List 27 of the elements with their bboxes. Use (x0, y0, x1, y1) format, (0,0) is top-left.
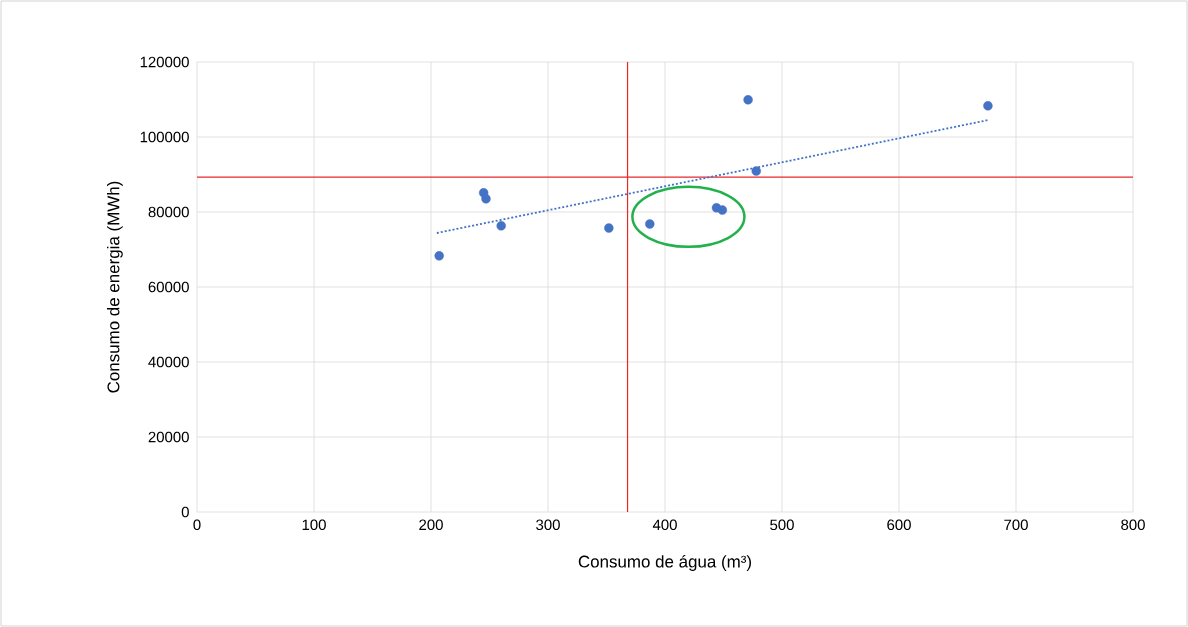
point (983, 101, 993, 111)
x-tick-label: 100 (302, 519, 326, 531)
point (496, 221, 506, 231)
x-tick-label: 300 (536, 519, 560, 531)
x-tick-label: 400 (652, 519, 677, 531)
point (645, 219, 655, 229)
x-axis-title: Consumo de água (m³) (578, 554, 751, 571)
x-tick-label: 700 (1004, 519, 1028, 531)
y-tick-label: 60000 (148, 281, 189, 293)
point (434, 251, 444, 261)
x-tick-label: 500 (770, 519, 794, 531)
y-tick-label: 80000 (148, 206, 189, 218)
x-tick-label: 200 (419, 519, 443, 531)
x-tick-label: 0 (193, 519, 201, 531)
x-tick-label: 800 (1121, 519, 1145, 531)
y-axis-title: Consumo de energia (MWh) (106, 181, 123, 393)
y-tick-label: 20000 (148, 431, 189, 443)
point (481, 194, 491, 204)
point (717, 205, 728, 215)
y-tick-label: 120000 (140, 56, 189, 68)
y-tick-label: 0 (181, 506, 189, 518)
y-tick-label: 100000 (140, 131, 189, 143)
x-tick-label: 600 (887, 519, 911, 531)
point (604, 223, 614, 233)
point (743, 95, 753, 105)
point (751, 166, 761, 176)
y-tick-label: 40000 (148, 356, 189, 368)
